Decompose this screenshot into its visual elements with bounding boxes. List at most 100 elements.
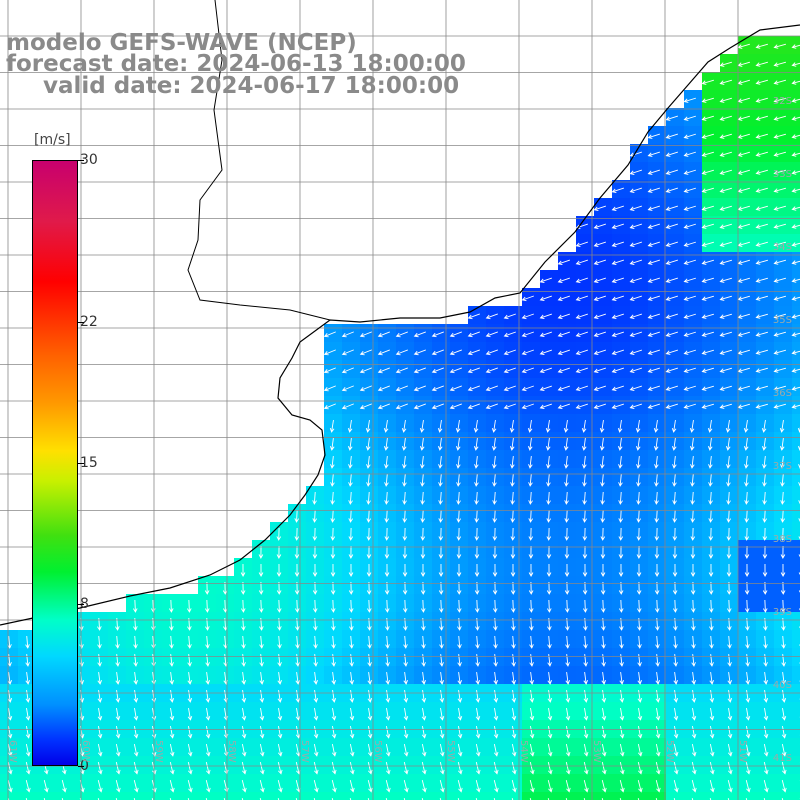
wind-arrow [438, 509, 444, 523]
latitude-label: 38S [772, 534, 792, 545]
wind-arrow [259, 743, 265, 757]
wind-arrow [456, 509, 462, 523]
wind-arrow [707, 419, 713, 433]
wind-arrow [413, 349, 426, 356]
wind-arrow [474, 545, 480, 559]
wind-arrow [493, 635, 498, 649]
wind-arrow [528, 473, 533, 487]
wind-arrow [719, 115, 733, 121]
wind-arrow [636, 455, 641, 469]
wind-arrow [637, 635, 642, 649]
latitude-label: 37S [772, 461, 792, 472]
wind-arrow [708, 581, 714, 595]
wind-arrow [665, 205, 678, 211]
wind-arrow [259, 635, 264, 649]
wind-arrow [169, 689, 175, 703]
wind-arrow [330, 527, 336, 541]
wind-arrow [456, 599, 462, 613]
wind-speed-cell [216, 792, 234, 800]
wind-arrow [205, 671, 211, 685]
wind-arrow [294, 545, 300, 559]
wind-arrow [611, 385, 624, 391]
wind-arrow [683, 349, 697, 355]
wind-arrow [563, 437, 569, 451]
wind-arrow [618, 473, 623, 487]
wind-speed-cell [648, 792, 666, 800]
wind-arrow [277, 707, 283, 721]
wind-arrow [647, 133, 660, 139]
wind-speed-cell [792, 612, 800, 630]
wind-arrow [241, 725, 247, 739]
wind-arrow [673, 689, 679, 703]
wind-arrow [395, 349, 408, 356]
wind-arrow [367, 671, 373, 685]
wind-speed-cell [792, 144, 800, 162]
wind-arrow [593, 241, 606, 247]
wind-arrow [583, 761, 589, 775]
wind-speed-cell [684, 792, 702, 800]
wind-speed-cell [180, 792, 198, 800]
wind-arrow [510, 581, 516, 595]
wind-arrow [707, 437, 713, 451]
wind-arrow [655, 725, 661, 739]
wind-arrow [169, 779, 175, 793]
wind-arrow [583, 779, 589, 793]
wind-speed-cell [792, 36, 800, 54]
wind-arrow [403, 725, 409, 739]
wind-arrow [493, 671, 499, 685]
wind-arrow [510, 509, 516, 523]
wind-arrow [701, 313, 715, 319]
wind-arrow [762, 455, 767, 469]
wind-arrow [240, 581, 246, 595]
wind-arrow [546, 545, 552, 559]
wind-arrow [527, 419, 533, 433]
wind-speed-cell [702, 792, 720, 800]
wind-arrow [385, 689, 391, 703]
wind-arrow [438, 563, 444, 577]
wind-arrow [277, 653, 282, 667]
wind-arrow [395, 403, 408, 410]
wind-arrow [438, 581, 444, 595]
wind-arrow [781, 689, 787, 703]
colorbar-tick-mark [78, 766, 84, 767]
wind-arrow [456, 581, 462, 595]
wind-arrow [529, 635, 534, 649]
wind-arrow [611, 277, 624, 283]
wind-arrow [619, 743, 625, 757]
longitude-label: 52W [664, 740, 675, 763]
wind-arrow [653, 437, 659, 451]
wind-arrow [745, 779, 751, 793]
wind-arrow [665, 385, 678, 391]
wind-arrow [773, 187, 787, 193]
wind-speed-cell [756, 792, 774, 800]
wind-arrow [755, 367, 769, 373]
wind-arrow [439, 635, 444, 649]
wind-arrow [467, 385, 480, 392]
wind-arrow [762, 581, 768, 595]
wind-arrow [637, 725, 643, 739]
wind-arrow [673, 743, 679, 757]
wind-arrow [763, 635, 768, 649]
wind-arrow [763, 653, 768, 667]
wind-arrow [690, 599, 696, 613]
wind-arrow [683, 133, 697, 139]
wind-arrow [529, 743, 535, 757]
wind-arrow [599, 419, 605, 433]
wind-arrow [701, 223, 715, 229]
wind-arrow [701, 97, 715, 103]
wind-arrow [582, 581, 588, 595]
wind-arrow [647, 295, 660, 301]
wind-arrow [385, 725, 391, 739]
wind-arrow [457, 725, 463, 739]
wind-arrow [755, 115, 769, 121]
colorbar-tick-mark [78, 463, 84, 464]
wind-arrow [691, 671, 697, 685]
wind-arrow [503, 403, 516, 410]
wind-arrow [475, 707, 481, 721]
wind-arrow [791, 98, 800, 103]
wind-arrow [205, 635, 210, 649]
wind-arrow [474, 491, 479, 505]
wind-arrow [420, 527, 426, 541]
wind-arrow [449, 349, 462, 356]
